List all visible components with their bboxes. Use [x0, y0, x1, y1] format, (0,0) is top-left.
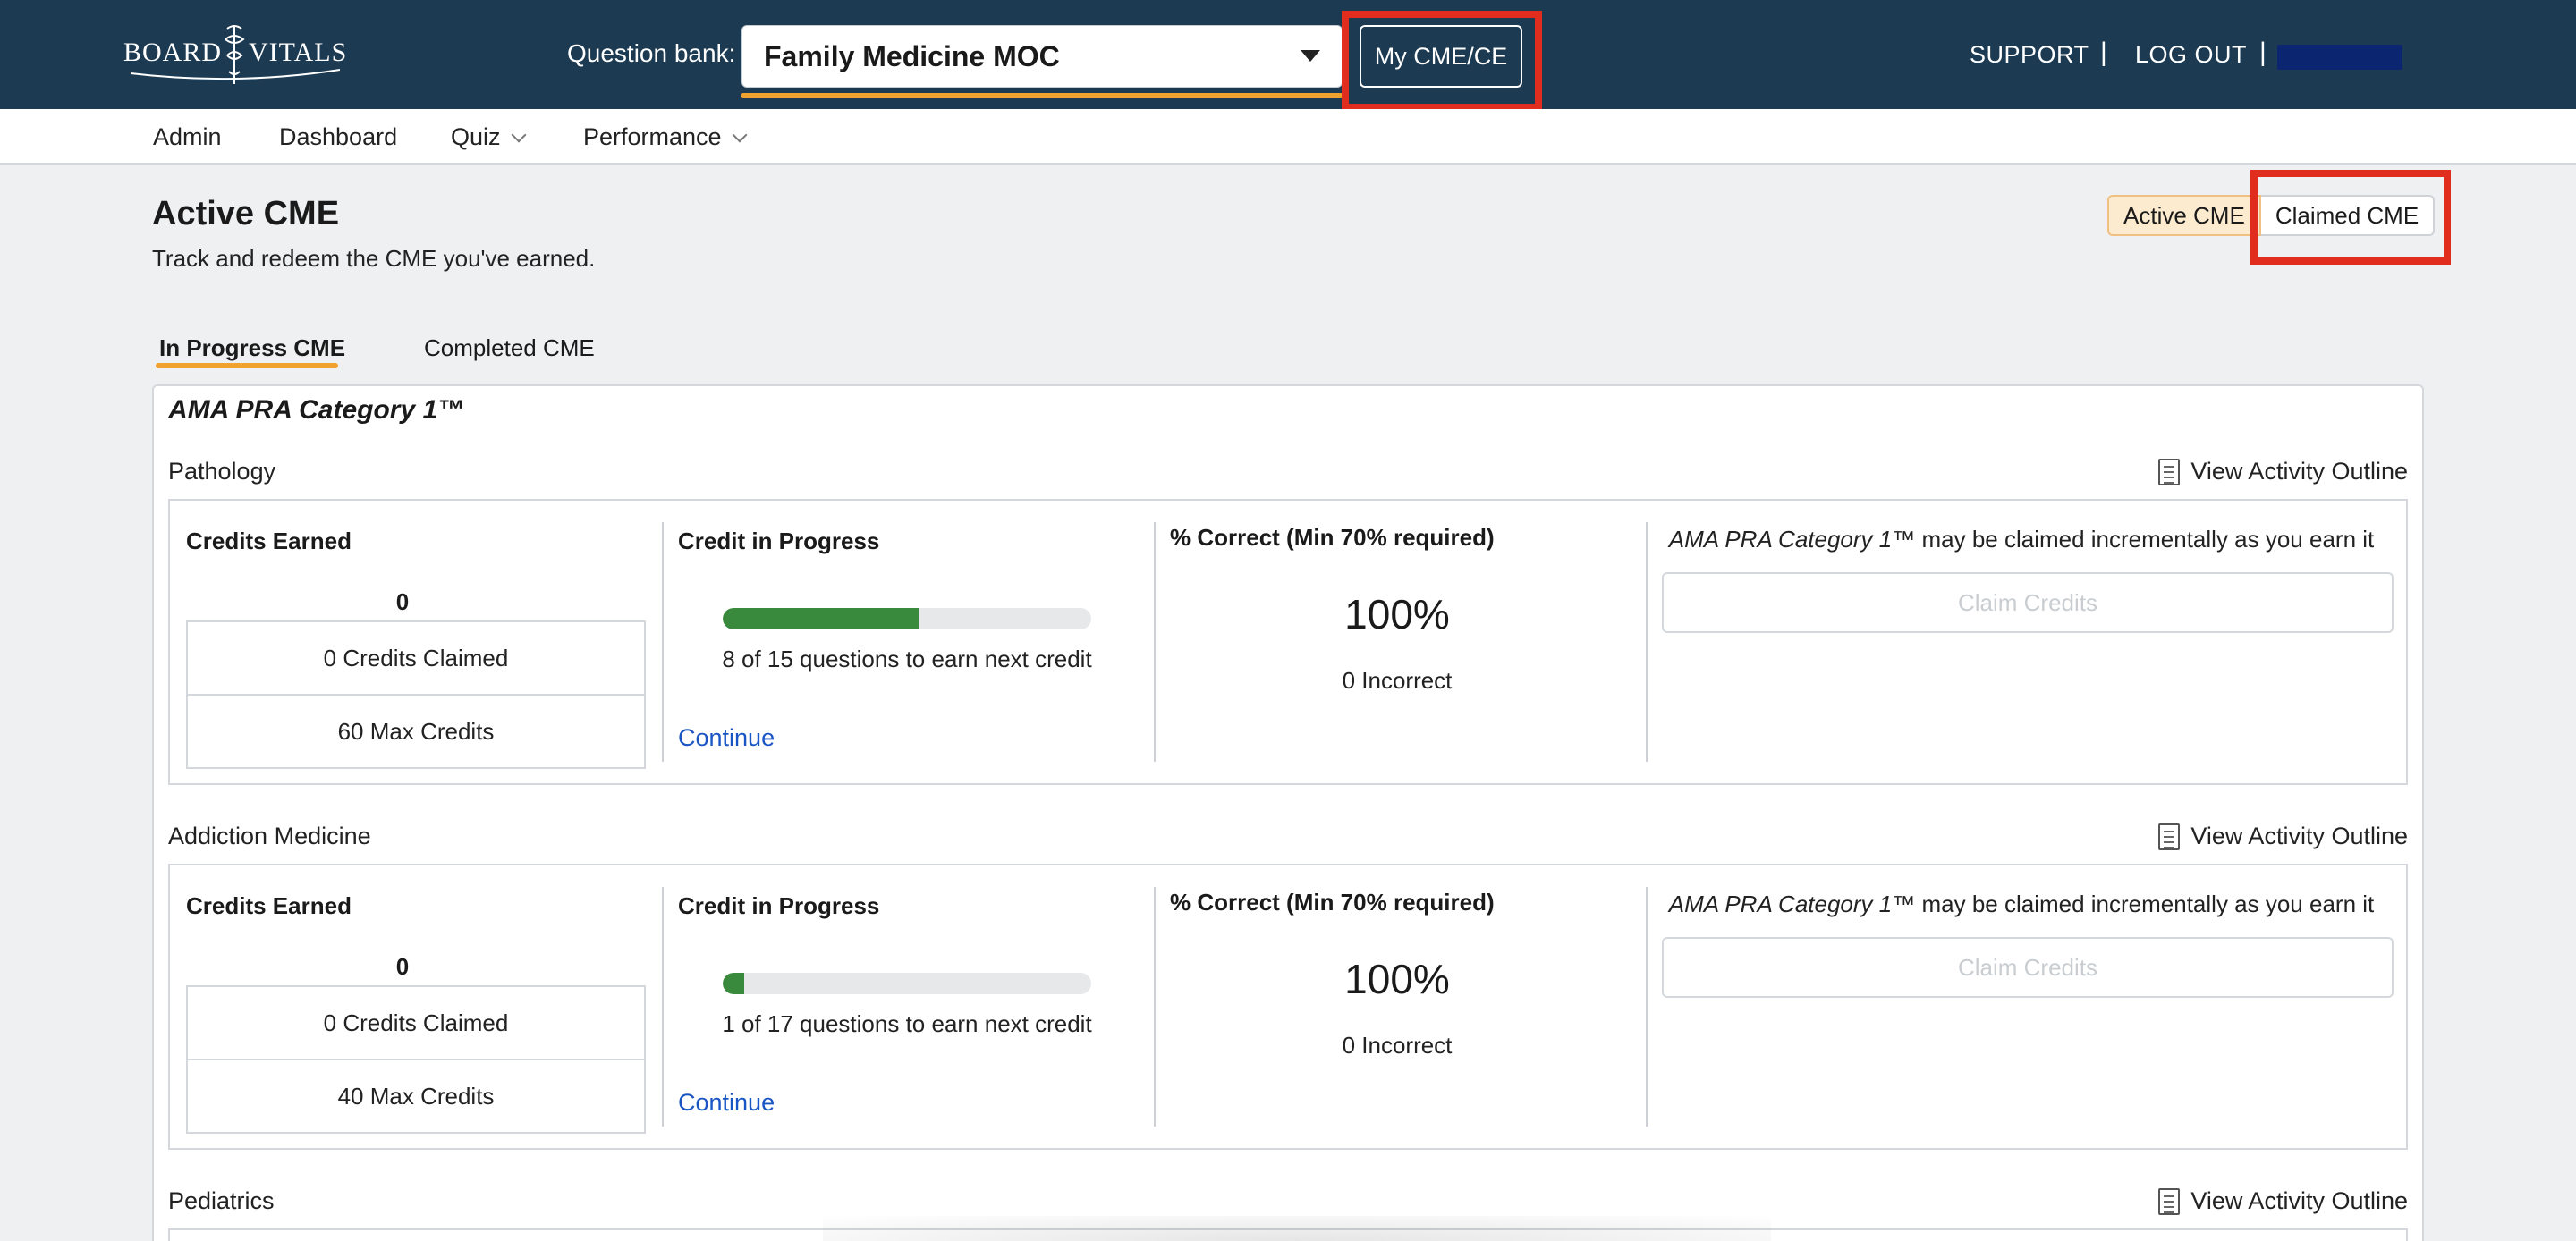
view-outline-label: View Activity Outline — [2190, 1187, 2408, 1214]
cme-view-toggle: Active CME Claimed CME — [2107, 195, 2436, 236]
credits-claimed-cell: 0 Credits Claimed — [186, 985, 646, 1060]
section-card-pathology: Credits Earned 0 0 Credits Claimed 60 Ma… — [168, 499, 2408, 785]
question-bank-value: Family Medicine MOC — [764, 39, 1060, 72]
claim-note-category: AMA PRA Category 1™ — [1668, 526, 1916, 553]
incorrect-count: 0 Incorrect — [1342, 1032, 1453, 1059]
top-header: BOARD VITALS Question bank: Family Medic… — [0, 0, 2576, 111]
column-divider — [662, 522, 664, 762]
support-link[interactable]: SUPPORT — [1970, 41, 2089, 68]
nav-label: Performance — [583, 123, 722, 150]
section-card-pediatrics — [168, 1228, 2408, 1241]
logo-text-left: BOARD — [123, 38, 222, 67]
board-vitals-logo[interactable]: BOARD VITALS — [123, 20, 347, 91]
document-icon — [2158, 458, 2181, 485]
claim-note-text: may be claimed incrementally as you earn… — [1915, 891, 2375, 917]
nav-performance[interactable]: Performance — [583, 123, 748, 151]
credits-claimed-cell: 0 Credits Claimed — [186, 620, 646, 696]
nav-dashboard[interactable]: Dashboard — [279, 123, 397, 151]
credit-progress-fill — [723, 608, 919, 629]
column-divider — [1154, 522, 1156, 762]
header-separator: | — [2259, 38, 2267, 67]
view-activity-outline-link[interactable]: View Activity Outline — [2158, 458, 2408, 485]
nav-admin[interactable]: Admin — [153, 123, 222, 151]
claim-credits-button[interactable]: Claim Credits — [1662, 572, 2394, 633]
percent-correct-value: 100% — [1344, 956, 1450, 1002]
page-title: Active CME — [152, 195, 340, 232]
percent-correct-value: 100% — [1344, 591, 1450, 637]
column-divider — [1646, 522, 1648, 762]
section-title-pathology: Pathology — [168, 458, 276, 485]
section-card-addiction-medicine: Credits Earned 0 0 Credits Claimed 40 Ma… — [168, 864, 2408, 1150]
section-title-addiction-medicine: Addiction Medicine — [168, 823, 371, 849]
credit-progress-text: 8 of 15 questions to earn next credit — [722, 646, 1092, 672]
document-icon — [2158, 1187, 2181, 1215]
column-divider — [1646, 887, 1648, 1127]
page-subtitle: Track and redeem the CME you've earned. — [152, 245, 596, 272]
nav-label: Admin — [153, 123, 222, 150]
active-cme-toggle[interactable]: Active CME — [2107, 195, 2261, 236]
my-cme-highlight-box — [1342, 11, 1542, 111]
chevron-down-icon — [732, 127, 748, 142]
view-activity-outline-link[interactable]: View Activity Outline — [2158, 1187, 2408, 1215]
view-activity-outline-link[interactable]: View Activity Outline — [2158, 823, 2408, 850]
scroll-shadow — [823, 1216, 1771, 1241]
credit-progress-bar — [723, 973, 1091, 994]
question-bank-label: Question bank: — [567, 39, 736, 67]
percent-correct-header: % Correct (Min 70% required) — [1170, 889, 1495, 916]
credits-earned-header: Credits Earned — [186, 528, 352, 554]
logout-link[interactable]: LOG OUT — [2135, 41, 2248, 68]
logo-text-right: VITALS — [249, 38, 347, 67]
credit-in-progress-header: Credit in Progress — [678, 892, 880, 919]
percent-correct-header: % Correct (Min 70% required) — [1170, 524, 1495, 551]
claimed-cme-toggle[interactable]: Claimed CME — [2260, 195, 2436, 236]
credits-earned-value: 0 — [395, 953, 410, 980]
user-name-redacted[interactable] — [2277, 45, 2402, 70]
section-title-pediatrics: Pediatrics — [168, 1187, 275, 1214]
claim-note: AMA PRA Category 1™ may be claimed incre… — [1655, 526, 2388, 553]
logo-graphic: BOARD VITALS — [123, 25, 347, 84]
credit-progress-fill — [723, 973, 745, 994]
category-title: AMA PRA Category 1™ — [168, 395, 465, 425]
incorrect-count: 0 Incorrect — [1342, 667, 1453, 694]
credit-progress-text: 1 of 17 questions to earn next credit — [722, 1010, 1092, 1037]
chevron-down-icon — [511, 127, 527, 142]
caret-down-icon — [1301, 50, 1320, 62]
document-icon — [2158, 823, 2181, 850]
tab-completed-cme[interactable]: Completed CME — [424, 334, 595, 361]
credits-earned-header: Credits Earned — [186, 892, 352, 919]
my-cme-button[interactable]: My CME/CE — [1360, 25, 1522, 88]
continue-link[interactable]: Continue — [678, 724, 775, 751]
view-outline-label: View Activity Outline — [2190, 458, 2408, 485]
claim-note-category: AMA PRA Category 1™ — [1668, 891, 1916, 917]
column-divider — [662, 887, 664, 1127]
logo-swoosh — [130, 69, 341, 80]
max-credits-cell: 60 Max Credits — [186, 694, 646, 769]
max-credits-cell: 40 Max Credits — [186, 1059, 646, 1134]
nav-label: Dashboard — [279, 123, 398, 150]
active-tab-indicator — [156, 363, 338, 368]
question-bank-underline — [741, 93, 1343, 98]
credits-earned-value: 0 — [395, 588, 410, 615]
claim-credits-button[interactable]: Claim Credits — [1662, 937, 2394, 998]
credit-in-progress-header: Credit in Progress — [678, 528, 880, 554]
main-nav: Admin Dashboard Quiz Performance — [0, 109, 2576, 165]
caduceus-icon — [225, 25, 245, 84]
continue-link[interactable]: Continue — [678, 1089, 775, 1116]
credit-progress-bar — [723, 608, 1091, 629]
nav-label: Quiz — [451, 123, 501, 150]
nav-quiz[interactable]: Quiz — [451, 123, 527, 151]
header-separator: | — [2100, 38, 2107, 67]
column-divider — [1154, 887, 1156, 1127]
tab-in-progress-cme[interactable]: In Progress CME — [159, 334, 346, 361]
claim-note: AMA PRA Category 1™ may be claimed incre… — [1655, 891, 2388, 918]
claim-note-text: may be claimed incrementally as you earn… — [1915, 526, 2375, 553]
claimed-cme-highlight-box — [2250, 170, 2451, 265]
view-outline-label: View Activity Outline — [2190, 823, 2408, 849]
question-bank-select[interactable]: Family Medicine MOC — [741, 25, 1343, 88]
